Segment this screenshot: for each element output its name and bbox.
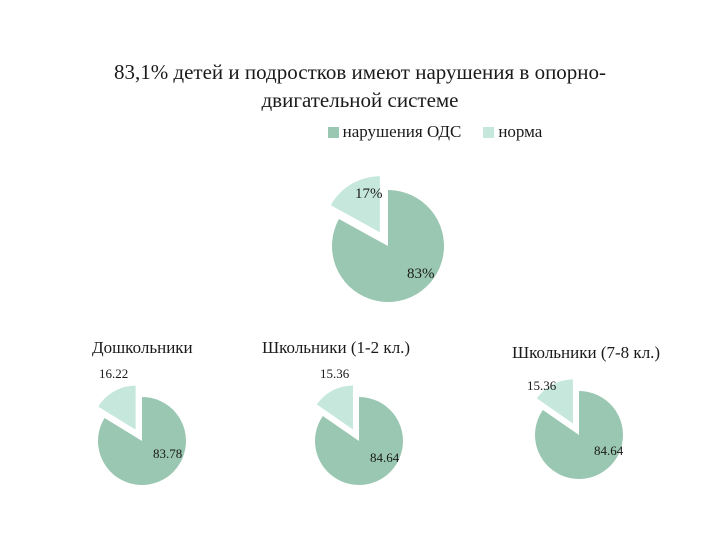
data-label-disorder: 83% xyxy=(407,266,435,282)
legend-label-disorder: нарушения ОДС xyxy=(342,122,462,141)
chart-title-grade-1-2: Школьники (1-2 кл.) xyxy=(262,338,411,357)
data-label-disorder: 83.78 xyxy=(153,446,182,461)
pie-slice-normal xyxy=(316,385,353,430)
pie-chart-3: 84.64 15.36 xyxy=(527,378,624,479)
pie-slice-disorder xyxy=(535,391,624,479)
pie-chart-1: 83.78 16.22 xyxy=(98,366,187,486)
chart-title-grade-7-8: Школьники (7-8 кл.) xyxy=(512,343,661,362)
legend-item-normal: норма xyxy=(483,122,542,142)
data-label-disorder: 84.64 xyxy=(370,450,400,465)
title-line-2: двигательной системе xyxy=(261,88,459,112)
pie-slice-disorder xyxy=(98,397,187,486)
pie-slice-disorder xyxy=(315,397,404,486)
pie-slice-normal xyxy=(330,176,380,233)
pie-chart-2: 84.64 15.36 xyxy=(315,366,404,486)
chart-title-preschool: Дошкольники xyxy=(92,338,193,357)
data-label-disorder: 84.64 xyxy=(594,443,624,458)
pie-slice-normal xyxy=(536,379,573,424)
legend-item-disorder: нарушения ОДС xyxy=(327,122,462,142)
legend-label-normal: норма xyxy=(498,122,543,141)
legend-swatch-normal xyxy=(483,126,495,138)
legend-swatch-disorder xyxy=(327,126,339,138)
data-label-normal: 17% xyxy=(355,186,383,202)
legend: нарушения ОДС норма xyxy=(0,122,720,142)
data-label-normal: 16.22 xyxy=(99,366,128,381)
pie-slice-disorder xyxy=(332,189,445,303)
data-label-normal: 15.36 xyxy=(320,366,350,381)
page-title: 83,1% детей и подростков имеют нарушения… xyxy=(40,58,680,114)
pie-chart-0: 83% 17% xyxy=(330,176,445,303)
data-label-normal: 15.36 xyxy=(527,378,557,393)
title-line-1: 83,1% детей и подростков имеют нарушения… xyxy=(113,60,607,84)
pie-slice-normal xyxy=(98,385,136,430)
